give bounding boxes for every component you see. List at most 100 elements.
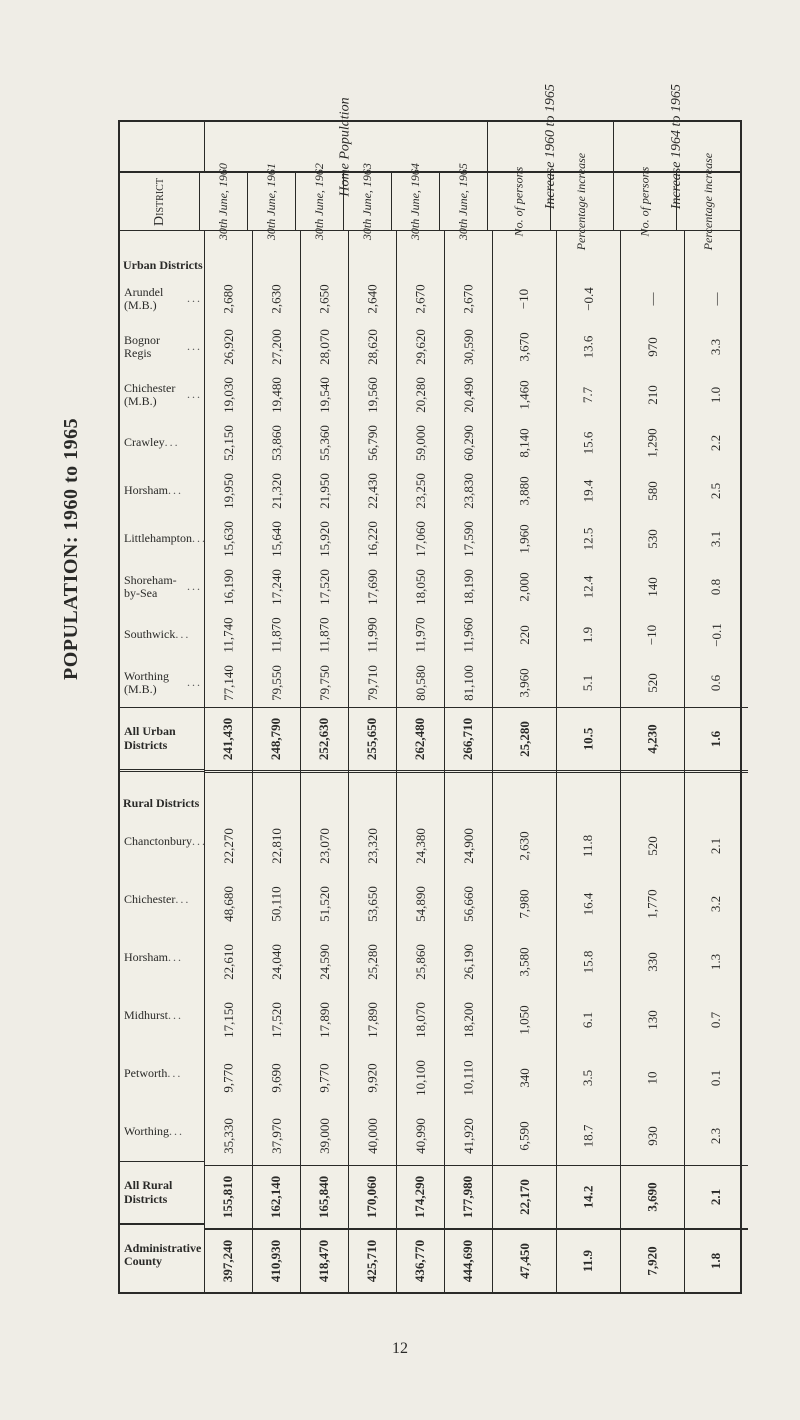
cell: 330 xyxy=(621,933,684,991)
cell: 28,070 xyxy=(301,323,348,371)
cell: 13.6 xyxy=(557,323,620,371)
cell-total: 4,230 xyxy=(621,707,684,770)
cell: — xyxy=(621,275,684,323)
row-label: Shoreham-by-Sea xyxy=(120,563,204,611)
cell: 81,100 xyxy=(445,659,492,707)
header-district: District xyxy=(120,173,200,230)
page-number: 12 xyxy=(0,1340,800,1358)
header-1960: 30th June, 1960 xyxy=(200,173,248,230)
cell: 130 xyxy=(621,991,684,1049)
cell-total: 262,480 xyxy=(397,707,444,770)
cell: 1,290 xyxy=(621,419,684,467)
cell: 17,520 xyxy=(301,563,348,611)
row-label: Chichester xyxy=(120,871,204,929)
cell: 24,900 xyxy=(445,817,492,875)
cell: 29,620 xyxy=(397,323,444,371)
cell-total: 22,170 xyxy=(493,1165,556,1228)
cell: 11.8 xyxy=(557,817,620,875)
cell-total: 248,790 xyxy=(253,707,300,770)
cell: −0.4 xyxy=(557,275,620,323)
row-all-rural: All Rural Districts xyxy=(120,1161,204,1223)
row-all-urban: All Urban Districts xyxy=(120,707,204,769)
row-labels: Urban Districts Arundel (M.B.)Bognor Reg… xyxy=(120,231,205,1292)
cell: 24,590 xyxy=(301,933,348,991)
data-col-y1962: 2,65028,07019,54055,36021,95015,92017,52… xyxy=(301,231,349,1292)
cell: 340 xyxy=(493,1049,556,1107)
cell-total: 11.9 xyxy=(557,1228,620,1292)
cell-total: 165,840 xyxy=(301,1165,348,1228)
cell: 18,190 xyxy=(445,563,492,611)
cell: 17,150 xyxy=(205,991,252,1049)
cell: 16,220 xyxy=(349,515,396,563)
cell: 17,890 xyxy=(349,991,396,1049)
cell: 18,050 xyxy=(397,563,444,611)
scanned-page: POPULATION: 1960 to 1965 Home Population… xyxy=(0,0,800,1420)
colgroup-increase-1964-65: Increase 1964 to 1965 xyxy=(614,122,740,171)
cell: 2.5 xyxy=(685,467,748,515)
data-col-pct2: —3.31.02.22.53.10.8−0.10.61.62.13.21.30.… xyxy=(685,231,748,1292)
cell: 19,540 xyxy=(301,371,348,419)
cell: 24,380 xyxy=(397,817,444,875)
cell: 17,060 xyxy=(397,515,444,563)
cell: 40,990 xyxy=(397,1107,444,1165)
header-pct-increase-1: Percentage increase xyxy=(551,173,614,230)
cell: 18,070 xyxy=(397,991,444,1049)
cell: 2,650 xyxy=(301,275,348,323)
cell: 2,680 xyxy=(205,275,252,323)
cell: 0.1 xyxy=(685,1049,748,1107)
cell: −10 xyxy=(493,275,556,323)
row-label: Horsham xyxy=(120,929,204,987)
row-label: Southwick xyxy=(120,611,204,659)
header-1964: 30th June, 1964 xyxy=(392,173,440,230)
row-label: Bognor Regis xyxy=(120,323,204,371)
cell: 60,290 xyxy=(445,419,492,467)
header-1965: 30th June, 1965 xyxy=(440,173,488,230)
cell: 9,770 xyxy=(205,1049,252,1107)
data-col-no2: —9702101,290580530140−105204,2305201,770… xyxy=(621,231,685,1292)
cell: 79,710 xyxy=(349,659,396,707)
cell: 11,970 xyxy=(397,611,444,659)
cell: 1,050 xyxy=(493,991,556,1049)
cell: 18.7 xyxy=(557,1107,620,1165)
cell-total: 3,690 xyxy=(621,1165,684,1228)
cell: 50,110 xyxy=(253,875,300,933)
cell: 8,140 xyxy=(493,419,556,467)
cell: 79,550 xyxy=(253,659,300,707)
cell: 17,240 xyxy=(253,563,300,611)
cell-total: 436,770 xyxy=(397,1228,444,1292)
cell: 15,630 xyxy=(205,515,252,563)
row-label: Crawley xyxy=(120,419,204,467)
data-col-y1961: 2,63027,20019,48053,86021,32015,64017,24… xyxy=(253,231,301,1292)
cell-total: 266,710 xyxy=(445,707,492,770)
cell: 21,320 xyxy=(253,467,300,515)
row-label: Petworth xyxy=(120,1045,204,1103)
cell-total: 155,810 xyxy=(205,1165,252,1228)
cell: 79,750 xyxy=(301,659,348,707)
cell: 1.9 xyxy=(557,611,620,659)
cell: 9,770 xyxy=(301,1049,348,1107)
cell: 18,200 xyxy=(445,991,492,1049)
cell-total: 255,650 xyxy=(349,707,396,770)
cell: 2,670 xyxy=(397,275,444,323)
cell: 54,890 xyxy=(397,875,444,933)
cell: 22,270 xyxy=(205,817,252,875)
row-label: Chichester (M.B.) xyxy=(120,371,204,419)
cell-total: 47,450 xyxy=(493,1228,556,1292)
cell: 9,690 xyxy=(253,1049,300,1107)
row-admin-county: Administrative County xyxy=(120,1223,204,1285)
cell: 3.5 xyxy=(557,1049,620,1107)
cell-total: 2.1 xyxy=(685,1165,748,1228)
data-columns: 2,68026,92019,03052,15019,95015,63016,19… xyxy=(205,231,748,1292)
cell: 15,920 xyxy=(301,515,348,563)
cell-total: 162,140 xyxy=(253,1165,300,1228)
cell: 30,590 xyxy=(445,323,492,371)
cell: 27,200 xyxy=(253,323,300,371)
cell-total: 7,920 xyxy=(621,1228,684,1292)
col-district xyxy=(120,122,205,171)
cell: 26,190 xyxy=(445,933,492,991)
cell: 10 xyxy=(621,1049,684,1107)
cell: 3.2 xyxy=(685,875,748,933)
cell: 23,070 xyxy=(301,817,348,875)
cell: — xyxy=(685,275,748,323)
cell-total: 444,690 xyxy=(445,1228,492,1292)
